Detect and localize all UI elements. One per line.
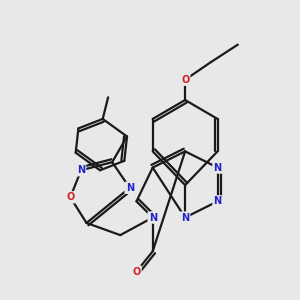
Text: N: N <box>77 165 85 175</box>
Text: O: O <box>66 192 74 202</box>
Text: N: N <box>181 213 189 223</box>
Text: N: N <box>214 163 222 172</box>
Text: N: N <box>126 183 134 193</box>
Text: O: O <box>132 267 141 277</box>
Text: N: N <box>214 196 222 206</box>
Text: O: O <box>181 75 189 85</box>
Text: N: N <box>148 213 157 223</box>
